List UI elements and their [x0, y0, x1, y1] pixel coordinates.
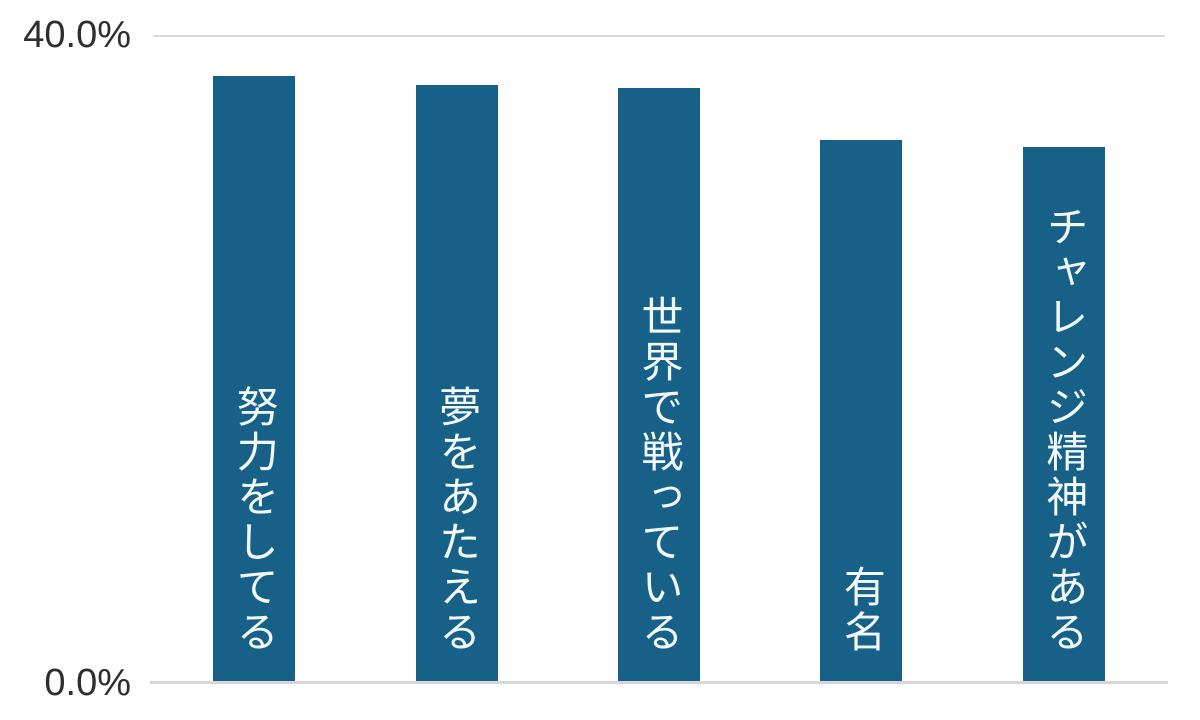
bar: 夢をあたえる: [415, 85, 498, 683]
bar-slot: 努力をしてる: [153, 35, 355, 683]
y-axis-tick-40: 40.0%: [23, 14, 131, 56]
x-axis-line: [150, 681, 1168, 684]
bar-slot: チャレンジ精神がある: [963, 35, 1165, 683]
plot-area: 努力をしてる 夢をあたえる 世界で戦っている有名 チャレンジ精神がある: [150, 35, 1168, 684]
bar: 努力をしてる: [213, 75, 296, 683]
bar-slot: 有名: [760, 35, 962, 683]
bar-label: 努力をしてる: [231, 385, 279, 655]
bar: チャレンジ精神がある: [1022, 146, 1105, 683]
bars-container: 努力をしてる 夢をあたえる 世界で戦っている有名 チャレンジ精神がある: [153, 35, 1165, 683]
bar-label: 夢をあたえる: [433, 385, 481, 655]
y-axis-tick-0: 0.0%: [44, 662, 131, 704]
bar-slot: 夢をあたえる: [355, 35, 557, 683]
bar-label: 有名: [838, 565, 886, 655]
bar-label: 世界で戦っている: [636, 295, 684, 655]
bar: 世界で戦っている: [618, 88, 701, 683]
bar-label: チャレンジ精神がある: [1040, 205, 1088, 655]
bar: 有名: [820, 140, 903, 683]
bar-slot: 世界で戦っている: [558, 35, 760, 683]
gridline-40pct: [153, 35, 1165, 37]
